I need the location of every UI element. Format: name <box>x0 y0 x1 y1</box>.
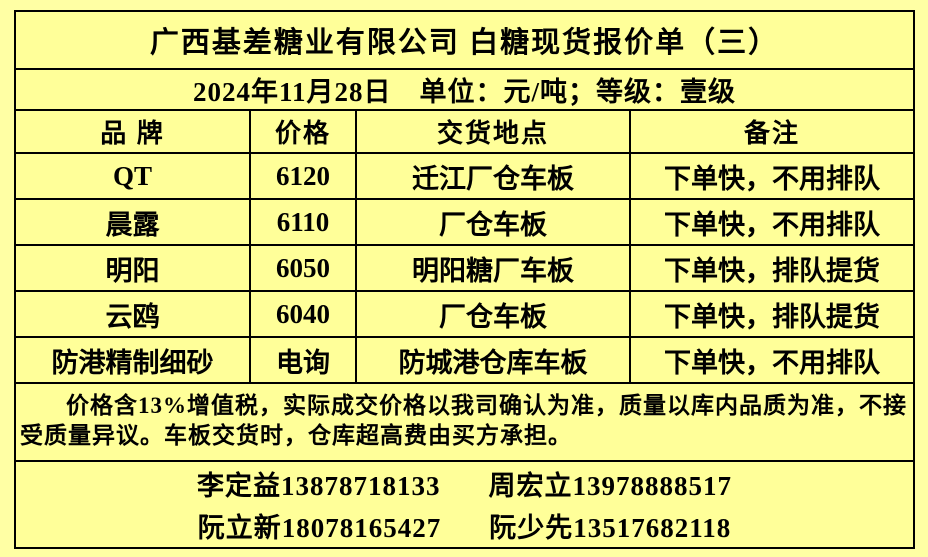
sheet-title: 广西基差糖业有限公司 白糖现货报价单（三） <box>149 27 780 59</box>
contact: 周宏立13978888517 <box>489 464 733 503</box>
quotation-sheet: 广西基差糖业有限公司 白糖现货报价单（三） 2024年11月28日 单位：元/吨… <box>14 10 915 549</box>
contact-phone: 13517682118 <box>573 513 732 543</box>
header-price: 价格 <box>249 111 355 152</box>
contact: 李定益13878718133 <box>197 464 441 503</box>
cell-price: 6120 <box>249 154 355 198</box>
unit-grade: 单位：元/吨；等级：壹级 <box>419 77 737 107</box>
header-location: 交货地点 <box>355 111 629 152</box>
cell-remark: 下单快，不用排队 <box>629 200 913 244</box>
table-row: 晨露 6110 厂仓车板 下单快，不用排队 <box>16 198 913 244</box>
contacts-block: 李定益13878718133 周宏立13978888517 阮立新1807816… <box>16 460 913 547</box>
cell-brand: 云鸥 <box>105 301 160 332</box>
contact-name: 周宏立 <box>488 471 573 501</box>
cell-location: 明阳糖厂车板 <box>355 246 629 290</box>
cell-price: 6040 <box>249 292 355 336</box>
table-header-row: 品 牌 价格 交货地点 备注 <box>16 109 913 152</box>
cell-remark: 下单快，排队提货 <box>629 246 913 290</box>
contact-line: 李定益13878718133 周宏立13978888517 <box>197 464 732 503</box>
cell-remark: 下单快，排队提货 <box>629 292 913 336</box>
cell-brand: 明阳 <box>105 255 160 286</box>
contact-phone: 13878718133 <box>281 471 441 501</box>
cell-location: 厂仓车板 <box>355 200 629 244</box>
cell-price: 6110 <box>249 200 355 244</box>
contact-name: 李定益 <box>197 471 281 501</box>
contact-name: 阮少先 <box>489 513 574 543</box>
cell-brand: QT <box>112 160 152 191</box>
table-row: QT 6120 迁江厂仓车板 下单快，不用排队 <box>16 152 913 198</box>
contact: 阮立新18078165427 <box>198 506 442 545</box>
cell-location: 迁江厂仓车板 <box>355 154 629 198</box>
table-row: 明阳 6050 明阳糖厂车板 下单快，排队提货 <box>16 244 913 290</box>
cell-location: 防城港仓库车板 <box>355 338 629 382</box>
date-unit-row: 2024年11月28日 单位：元/吨；等级：壹级 <box>16 68 913 109</box>
contact-name: 阮立新 <box>197 513 282 543</box>
cell-location: 厂仓车板 <box>355 292 629 336</box>
cell-brand: 晨露 <box>105 209 160 240</box>
contact-line: 阮立新18078165427 阮少先13517682118 <box>198 506 732 545</box>
cell-price: 电询 <box>249 338 355 382</box>
table-row: 防港精制细砂 电询 防城港仓库车板 下单快，不用排队 <box>16 336 913 382</box>
table-row: 云鸥 6040 厂仓车板 下单快，排队提货 <box>16 290 913 336</box>
cell-brand: 防港精制细砂 <box>51 347 214 378</box>
cell-remark: 下单快，不用排队 <box>629 338 913 382</box>
cell-price: 6050 <box>249 246 355 290</box>
quote-date: 2024年11月28日 <box>192 77 392 107</box>
terms-note: 价格含13%增值税，实际成交价格以我司确认为准，质量以库内品质为准，不接受质量异… <box>16 382 913 460</box>
terms-note-text: 价格含13%增值税，实际成交价格以我司确认为准，质量以库内品质为准，不接受质量异… <box>20 393 907 448</box>
cell-remark: 下单快，不用排队 <box>629 154 913 198</box>
contact: 阮少先13517682118 <box>489 506 731 545</box>
contact-phone: 18078165427 <box>281 513 442 543</box>
header-remark: 备注 <box>629 111 913 152</box>
header-brand: 品 牌 <box>100 119 165 148</box>
contact-phone: 13978888517 <box>572 471 732 501</box>
